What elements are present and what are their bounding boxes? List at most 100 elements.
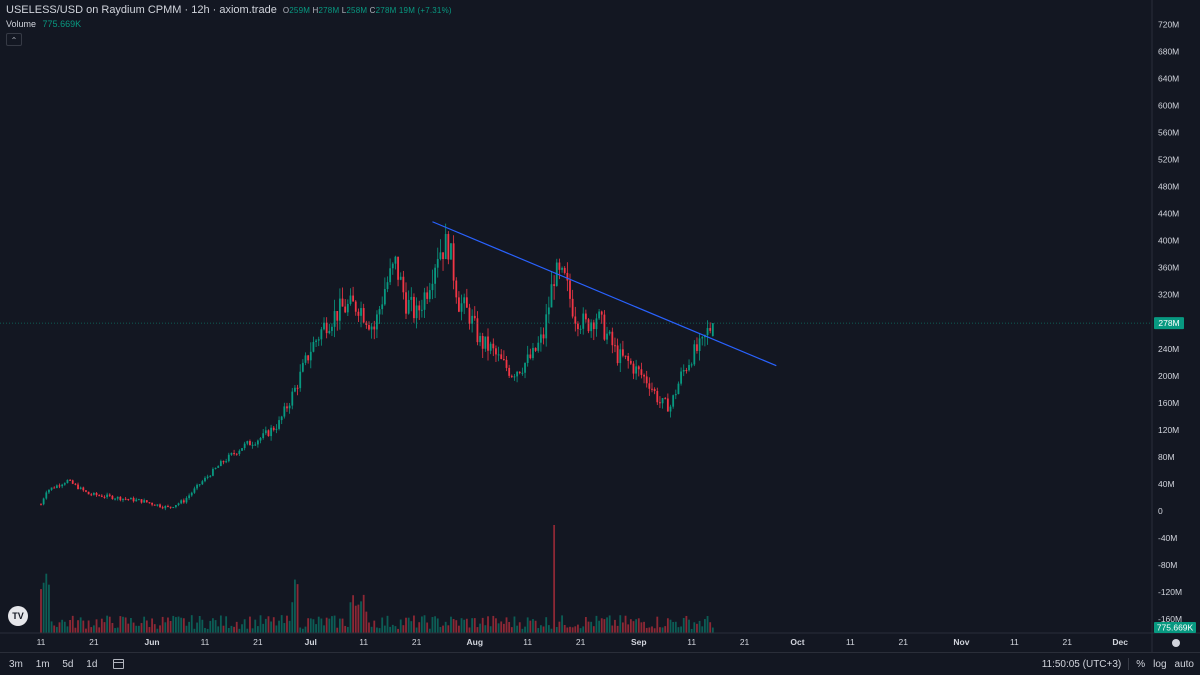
- price-tick-label: 680M: [1158, 46, 1179, 56]
- volume-bar: [378, 628, 381, 633]
- candle-body: [262, 433, 265, 438]
- volume-bar: [193, 628, 196, 633]
- volume-bar: [235, 621, 238, 633]
- volume-bar: [219, 615, 222, 633]
- volume-bar: [460, 618, 463, 633]
- time-tick-label: Aug: [467, 637, 484, 647]
- auto-toggle[interactable]: auto: [1174, 658, 1194, 670]
- candle-body: [193, 488, 196, 493]
- candle-body: [278, 420, 280, 429]
- candle-body: [540, 334, 542, 343]
- volume-bar: [331, 616, 333, 633]
- candle-body: [428, 290, 431, 299]
- candle-body: [71, 480, 74, 484]
- candle-body: [431, 283, 434, 291]
- volume-bar: [587, 621, 590, 633]
- candle-body: [468, 307, 471, 324]
- candle-body: [688, 365, 690, 371]
- time-axis[interactable]: 11 21 Jun 11 21 Jul 11 21 Aug 11 21 Sep 11 21 Oct 11 21 N…: [37, 637, 1129, 647]
- volume-bar: [270, 621, 273, 633]
- volume-bar: [711, 627, 714, 633]
- date-range-icon[interactable]: [113, 659, 125, 669]
- scale-settings-icon[interactable]: [1172, 639, 1180, 647]
- candle-body: [280, 416, 283, 421]
- candle-body: [426, 292, 429, 299]
- last-price-tag: 278M: [1154, 317, 1184, 330]
- candle-body: [50, 487, 53, 490]
- candle-body: [206, 476, 209, 478]
- price-tick-label: 600M: [1158, 101, 1179, 111]
- candle-body: [645, 376, 648, 384]
- candle-body: [579, 328, 582, 330]
- volume-bar: [53, 625, 56, 633]
- volume-bar: [463, 619, 466, 633]
- candle-body: [320, 329, 323, 340]
- timeframe-1d-button[interactable]: 1d: [86, 658, 98, 670]
- candle-body: [627, 356, 630, 361]
- candle-body: [616, 345, 619, 364]
- candle-body: [709, 328, 712, 331]
- candle-body: [637, 366, 640, 370]
- candle-body: [495, 348, 497, 355]
- percent-toggle[interactable]: %: [1136, 658, 1146, 670]
- collapse-legend-button[interactable]: ⌃: [6, 33, 22, 46]
- candle-body: [518, 371, 521, 373]
- price-tick-label: 200M: [1158, 371, 1179, 381]
- candle-body: [127, 499, 130, 501]
- volume-bar: [492, 615, 495, 633]
- volume-bar: [651, 626, 653, 633]
- volume-bar: [402, 625, 405, 633]
- volume-bar: [346, 626, 349, 633]
- candle-body: [286, 406, 288, 409]
- clock-label[interactable]: 11:50:05 (UTC+3): [1041, 658, 1122, 670]
- candle-body: [661, 398, 664, 404]
- candle-body: [365, 322, 368, 326]
- candle-body: [264, 430, 267, 434]
- volume-bar: [534, 620, 537, 633]
- candle-body: [553, 284, 556, 286]
- volume-bar: [291, 602, 294, 633]
- candle-body: [497, 354, 500, 356]
- candle-body: [413, 296, 415, 319]
- candle-body: [172, 507, 175, 509]
- timeframe-1m-button[interactable]: 1m: [35, 658, 50, 670]
- volume-bar: [172, 615, 175, 633]
- volume-bar: [703, 619, 706, 633]
- volume-bar: [418, 622, 421, 633]
- candle-body: [376, 314, 378, 330]
- candle-body: [45, 492, 48, 499]
- log-toggle[interactable]: log: [1153, 658, 1167, 670]
- volume-bar: [701, 626, 704, 633]
- candle-body: [701, 337, 704, 339]
- volume-bar: [455, 620, 458, 633]
- tradingview-logo-icon[interactable]: TV: [8, 606, 28, 626]
- candle-body: [598, 311, 600, 319]
- timeframe-buttons: 3m 1m 5d 1d: [9, 659, 107, 670]
- volume-bar: [79, 617, 82, 633]
- candle-body: [182, 500, 185, 503]
- candle-body: [476, 318, 479, 343]
- price-tick-label: 720M: [1158, 19, 1179, 29]
- candle-body: [693, 344, 696, 365]
- candle-body: [690, 364, 693, 366]
- volume-legend[interactable]: Volume 775.669K: [6, 19, 81, 29]
- volume-bar: [145, 620, 148, 633]
- volume-bar: [505, 617, 508, 633]
- timeframe-5d-button[interactable]: 5d: [62, 658, 74, 670]
- candle-body: [238, 450, 241, 455]
- candle-body: [167, 505, 169, 507]
- price-tick-label: 160M: [1158, 398, 1179, 408]
- volume-bar: [106, 615, 109, 633]
- volume-bar: [114, 628, 116, 633]
- candle-body: [323, 322, 325, 330]
- price-axis[interactable]: 720M 680M 640M 600M 560M 520M 480M 440M 400M 360M…: [1158, 19, 1182, 624]
- timeframe-3m-button[interactable]: 3m: [9, 658, 23, 670]
- candle-body: [473, 315, 476, 319]
- trendline[interactable]: [432, 221, 777, 367]
- candle-body: [82, 487, 85, 491]
- volume-bar: [434, 616, 437, 633]
- candle-body: [48, 489, 50, 493]
- candle-body: [534, 347, 537, 351]
- symbol-legend[interactable]: USELESS/USD on Raydium CPMM · 12h · axio…: [6, 4, 452, 16]
